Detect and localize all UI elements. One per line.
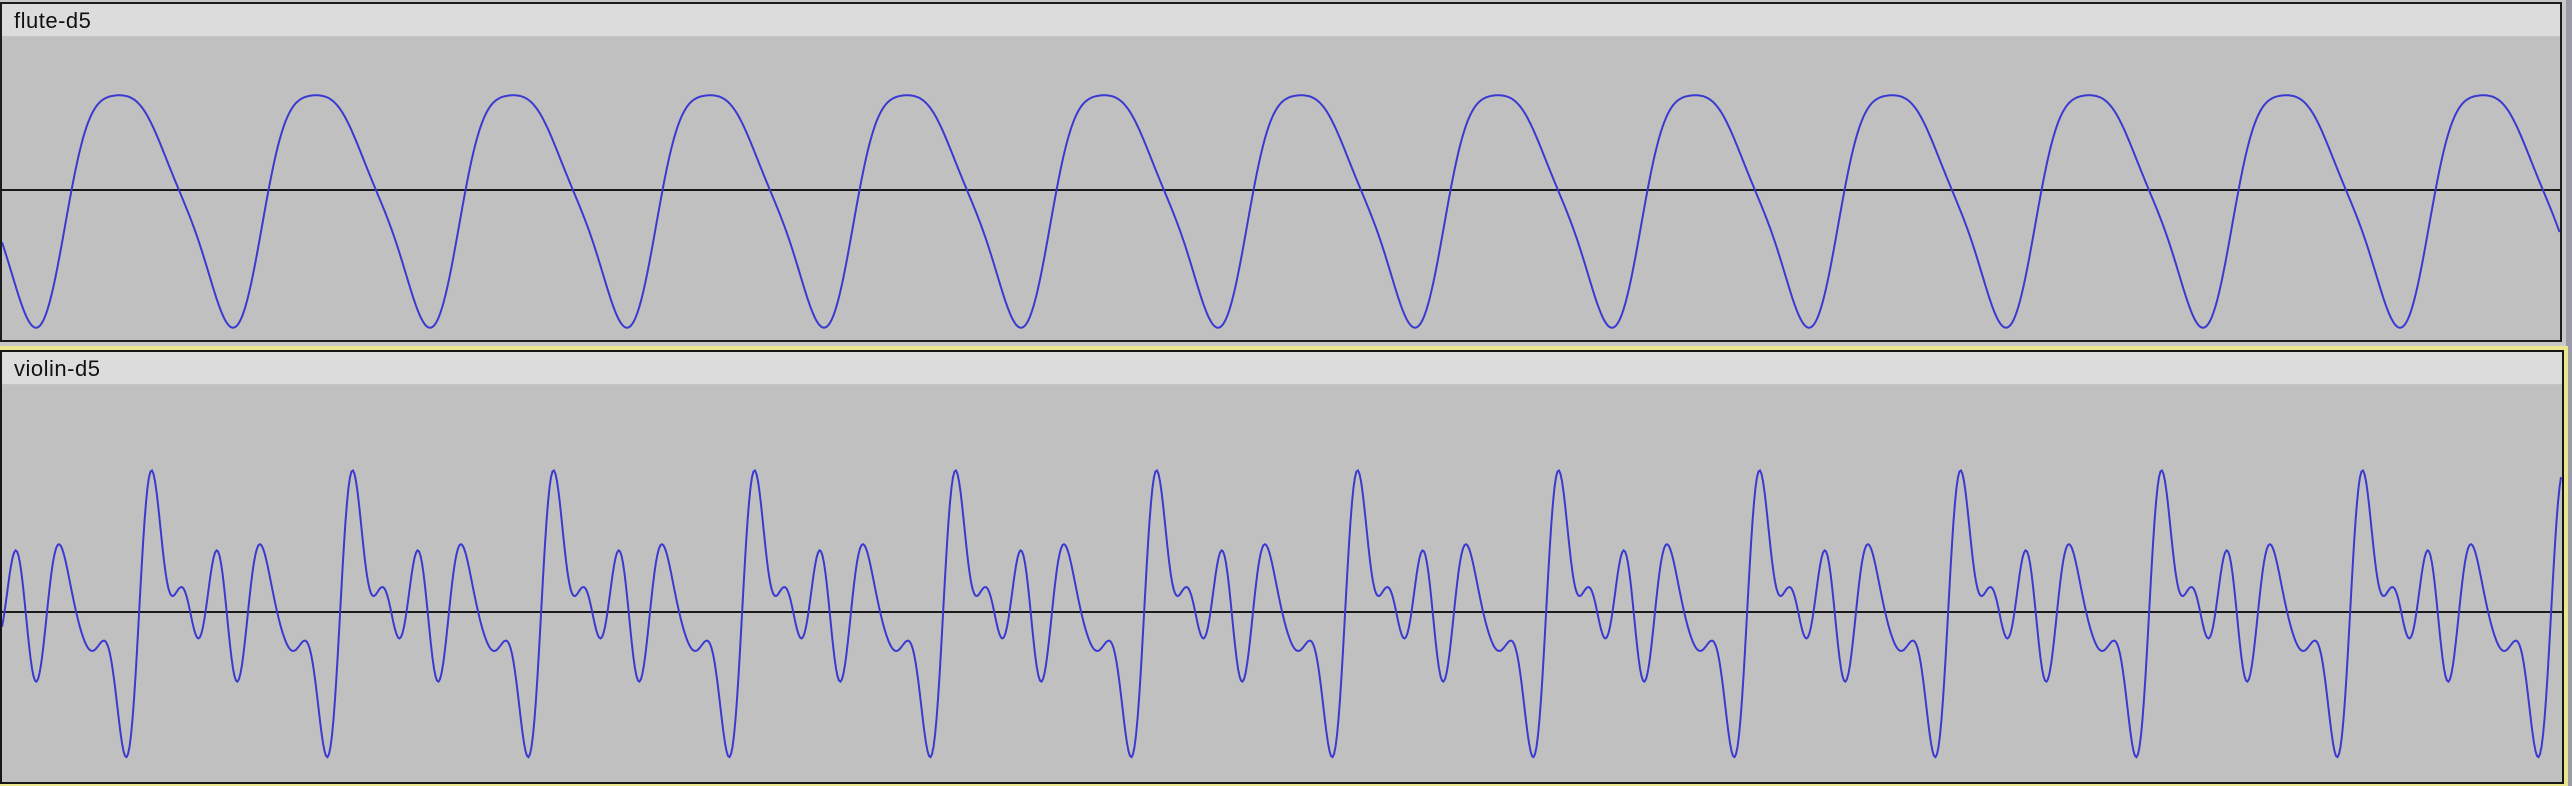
track-name: flute-d5 — [14, 8, 92, 33]
violin-waveform — [2, 469, 2562, 759]
waveform-area[interactable] — [2, 388, 2562, 782]
window-edge — [2566, 0, 2572, 786]
track-header[interactable]: flute-d5 — [2, 4, 2560, 37]
flute-waveform — [2, 94, 2560, 329]
waveform-line — [2, 469, 2562, 759]
waveform-line — [2, 94, 2560, 329]
track-header[interactable]: violin-d5 — [2, 352, 2562, 385]
track-violin[interactable]: violin-d5 — [0, 346, 2568, 786]
waveform-area[interactable] — [2, 38, 2560, 340]
track-name: violin-d5 — [14, 356, 101, 381]
track-flute[interactable]: flute-d5 — [0, 2, 2562, 342]
